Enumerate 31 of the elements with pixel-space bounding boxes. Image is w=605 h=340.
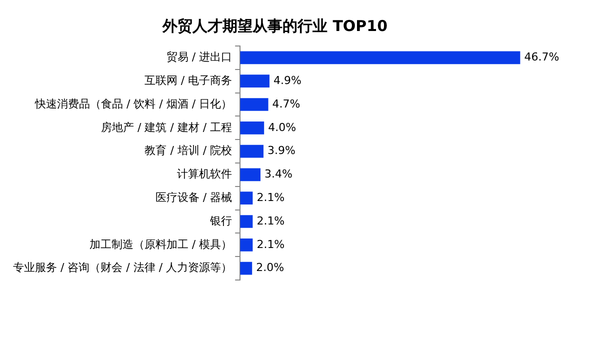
data-label: 4.9% — [273, 74, 302, 87]
bar — [240, 168, 260, 182]
bar — [240, 192, 253, 205]
data-label: 2.1% — [256, 238, 285, 251]
data-label: 2.1% — [256, 190, 285, 204]
bar — [240, 144, 264, 158]
y-tick-label: 计算机软件 — [177, 168, 232, 181]
y-tick-label: 医疗设备 / 器械 — [155, 190, 232, 204]
y-tick-label: 银行 — [209, 214, 232, 228]
data-label: 3.9% — [267, 144, 296, 158]
y-tick-label: 贸易 / 进出口 — [166, 50, 232, 64]
data-label: 2.1% — [256, 214, 285, 228]
bar — [240, 74, 270, 88]
data-label: 4.0% — [268, 120, 296, 134]
y-tick-label: 互联网 / 电子商务 — [144, 74, 232, 87]
y-tick-label: 专业服务 / 咨询（财会 / 法律 / 人力资源等） — [12, 261, 232, 274]
data-label: 2.0% — [256, 261, 284, 274]
bar — [240, 262, 252, 275]
chart-title: 外贸人才期望从事的行业 TOP10 — [161, 16, 388, 35]
data-label: 4.7% — [272, 97, 300, 110]
y-tick-label: 加工制造（原料加工 / 模具） — [89, 238, 232, 251]
bar — [240, 121, 264, 134]
bar — [240, 98, 268, 111]
y-tick-label: 教育 / 培训 / 院校 — [144, 144, 232, 158]
bar — [240, 51, 520, 64]
bar — [240, 238, 253, 252]
y-tick-label: 快速消费品（食品 / 饮料 / 烟酒 / 日化） — [34, 97, 232, 110]
bar — [240, 215, 253, 228]
y-tick-label: 房地产 / 建筑 / 建材 / 工程 — [100, 120, 232, 134]
data-label: 3.4% — [264, 168, 292, 181]
data-label: 46.7% — [524, 50, 560, 64]
